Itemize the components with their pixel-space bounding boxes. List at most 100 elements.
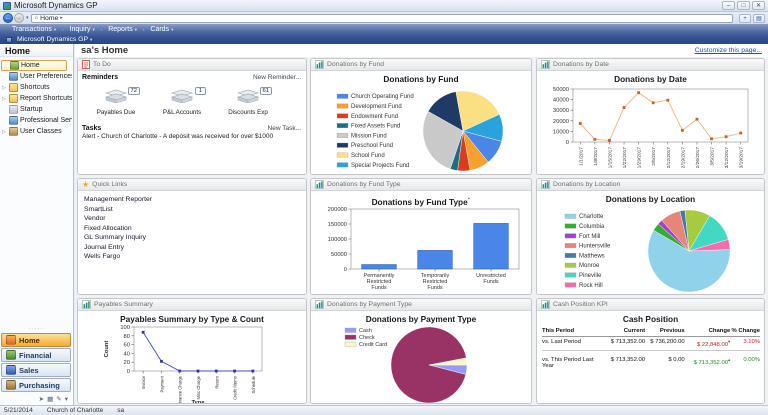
data-marker bbox=[251, 369, 255, 373]
svg-text:Temporarily: Temporarily bbox=[421, 273, 450, 279]
back-button[interactable]: ← bbox=[3, 13, 13, 23]
chart-title: Donations by Payment Type bbox=[365, 314, 477, 324]
pie-slice bbox=[455, 90, 500, 132]
history-dropdown-icon[interactable]: ▾ bbox=[26, 15, 29, 21]
svg-text:1/15/2017: 1/15/2017 bbox=[607, 147, 613, 169]
legend-swatch bbox=[564, 233, 577, 239]
panel-header[interactable]: Donations by Location bbox=[537, 179, 764, 191]
chart-title: Donations by Date bbox=[614, 74, 687, 84]
reminder-label: Discounts Exp bbox=[228, 109, 268, 116]
quick-link-vendor[interactable]: Vendor bbox=[84, 215, 106, 222]
tree-item-shortcuts[interactable]: ▷ Shortcuts bbox=[2, 83, 50, 92]
reminder-discounts-exp[interactable]: 61 Discounts Exp bbox=[222, 87, 274, 116]
menu-dynamics-gp[interactable]: Microsoft Dynamics GP ▾ bbox=[17, 36, 93, 43]
pane-splitter-handle[interactable]: ····· bbox=[28, 326, 44, 332]
customize-page-link[interactable]: Customize this page... bbox=[694, 47, 762, 54]
legend-label: Charlotte bbox=[579, 214, 604, 220]
address-field[interactable]: ⌂ Home ▸ bbox=[30, 13, 733, 23]
panel-title: Donations by Fund Type bbox=[327, 181, 401, 188]
nav-button-sales[interactable]: Sales bbox=[1, 363, 71, 377]
panel-title: Payables Summary bbox=[94, 301, 153, 308]
more-icon[interactable]: ▾ bbox=[64, 396, 68, 403]
add-shortcut-button[interactable]: + bbox=[739, 13, 751, 23]
panel-header[interactable]: Donations by Date bbox=[537, 59, 764, 71]
configure-icon[interactable]: ✎ bbox=[56, 396, 62, 403]
title-bar: Microsoft Dynamics GP – □ ✕ bbox=[0, 0, 768, 12]
nav-button-financial[interactable]: Financial bbox=[1, 348, 71, 362]
pie-slice bbox=[462, 114, 504, 142]
pie-slice bbox=[647, 229, 731, 293]
svg-text:3/5/2017: 3/5/2017 bbox=[710, 147, 716, 166]
reminder-payables-due[interactable]: 72 Payables Due bbox=[90, 87, 142, 116]
minimize-button[interactable]: – bbox=[722, 1, 735, 10]
pie-slice bbox=[422, 111, 464, 170]
quick-link-smartlist[interactable]: SmartList bbox=[84, 205, 113, 213]
donations-by-date-panel: Donations by Date Donations by Date 0 100… bbox=[536, 58, 765, 175]
donations-by-fund-panel: Donations by Fund Donations by Fund Chur… bbox=[310, 58, 532, 175]
sales-icon bbox=[6, 365, 16, 375]
svg-text:2/26/2017: 2/26/2017 bbox=[695, 147, 701, 169]
tree-item-professional-services[interactable]: Professional Services T... bbox=[1, 115, 72, 126]
bar bbox=[361, 264, 397, 270]
reminder-pl-accounts[interactable]: 1 P&L Accounts bbox=[156, 87, 208, 116]
user-classes-icon bbox=[9, 127, 18, 136]
nav-button-purchasing[interactable]: Purchasing bbox=[1, 378, 71, 392]
breadcrumb-arrow-icon: ▸ bbox=[60, 15, 63, 21]
quick-link-fixed-allocation[interactable]: Fixed Allocation bbox=[84, 224, 132, 232]
expander-icon[interactable]: ▷ bbox=[2, 95, 6, 102]
panel-header[interactable]: Payables Summary bbox=[78, 299, 306, 311]
quick-link-wells-fargo[interactable]: Wells Fargo bbox=[84, 253, 121, 260]
reminder-count-badge: 1 bbox=[195, 87, 206, 95]
panel-header[interactable]: Donations by Payment Type bbox=[311, 299, 531, 311]
menu-transactions[interactable]: Transactions ▾ bbox=[12, 26, 57, 33]
tree-item-home[interactable]: Home bbox=[1, 60, 67, 71]
layout-button[interactable]: ▤ bbox=[753, 13, 765, 23]
tree-item-report-shortcuts[interactable]: ▷ Report Shortcuts bbox=[2, 94, 72, 103]
forward-button[interactable]: → bbox=[14, 13, 24, 23]
chevron-down-icon: ▾ bbox=[171, 26, 174, 32]
arrow-icon[interactable]: ➤ bbox=[38, 396, 45, 403]
panel-header[interactable]: Donations by Fund bbox=[311, 59, 531, 71]
legend-swatch bbox=[344, 334, 357, 340]
legend-swatch bbox=[336, 93, 349, 99]
nav-button-home[interactable]: Home bbox=[1, 333, 71, 347]
expander-icon[interactable]: ▷ bbox=[2, 84, 6, 91]
legend-swatch bbox=[336, 123, 349, 129]
tree-item-user-preferences[interactable]: User Preferences bbox=[1, 71, 72, 82]
chart-icon bbox=[541, 180, 550, 189]
panel-header[interactable]: Cash Position KPI bbox=[537, 299, 764, 311]
task-item[interactable]: Alert - Church of Charlotte - A deposit … bbox=[82, 133, 274, 140]
panel-header[interactable]: Donations by Fund Type bbox=[311, 179, 531, 191]
data-marker bbox=[622, 106, 626, 109]
quick-link-management-reporter[interactable]: Management Reporter bbox=[84, 196, 153, 203]
menu-cards[interactable]: Cards ▾ bbox=[150, 26, 174, 33]
new-reminder-link[interactable]: New Reminder... bbox=[252, 74, 301, 81]
reminder-tray-icon bbox=[104, 89, 128, 104]
data-marker bbox=[141, 330, 145, 334]
new-task-link[interactable]: New Task... bbox=[267, 125, 301, 132]
expander-icon[interactable]: ▷ bbox=[2, 128, 6, 135]
svg-text:2/12/2017: 2/12/2017 bbox=[666, 147, 672, 169]
legend-label: Development Fund bbox=[351, 104, 402, 110]
svg-text:Finance Charge: Finance Charge bbox=[178, 375, 183, 404]
quick-links-header[interactable]: ★ Quick Links bbox=[78, 179, 306, 191]
tree-item-user-classes[interactable]: ▷ User Classes bbox=[2, 127, 62, 136]
data-marker bbox=[608, 139, 611, 142]
legend-label: Church Operating Fund bbox=[351, 94, 414, 100]
legend-label: Special Projects Fund bbox=[351, 163, 409, 169]
svg-text:100000: 100000 bbox=[328, 237, 347, 243]
quick-link-journal-entry[interactable]: Journal Entry bbox=[84, 243, 125, 251]
legend-label: Cash bbox=[359, 328, 372, 334]
maximize-button[interactable]: □ bbox=[737, 1, 750, 10]
quick-link-gl-summary-inquiry[interactable]: GL Summary Inquiry bbox=[84, 234, 147, 241]
menu-reports[interactable]: Reports ▾ bbox=[108, 26, 137, 33]
data-marker bbox=[695, 117, 699, 121]
close-button[interactable]: ✕ bbox=[752, 1, 765, 10]
modules-icon[interactable]: ▦ bbox=[47, 396, 54, 403]
data-line bbox=[579, 92, 741, 141]
svg-text:Misc Charge: Misc Charge bbox=[196, 375, 201, 399]
legend-swatch bbox=[564, 272, 577, 278]
todo-panel-header[interactable]: To Do bbox=[78, 59, 306, 71]
tree-item-startup[interactable]: Startup bbox=[1, 104, 72, 115]
menu-inquiry[interactable]: Inquiry ▾ bbox=[69, 26, 95, 33]
